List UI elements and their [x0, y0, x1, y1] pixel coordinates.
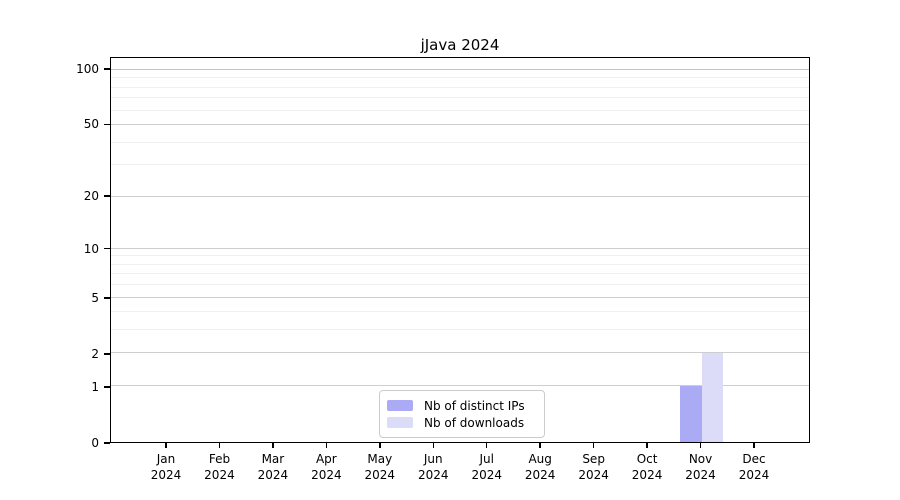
minor-gridline-4	[111, 311, 809, 313]
x-tick-feb	[218, 443, 221, 448]
legend: Nb of distinct IPs Nb of downloads	[379, 390, 545, 438]
x-tick-label-mar: Mar 2024	[241, 451, 305, 483]
x-tick-nov	[699, 443, 702, 448]
major-gridline-20	[111, 195, 809, 197]
x-tick-aug	[539, 443, 541, 448]
minor-gridline-3	[111, 329, 809, 331]
y-tick-1	[104, 386, 110, 388]
x-label-month: Aug	[528, 452, 552, 466]
x-label-month: Dec	[742, 452, 766, 466]
gridlines-layer	[111, 58, 809, 442]
x-label-month: Sep	[582, 452, 605, 466]
x-tick-label-jan: Jan 2024	[134, 451, 198, 483]
y-tick-20	[104, 195, 110, 197]
plot-area: Nb of distinct IPs Nb of downloads	[110, 57, 810, 443]
x-tick-label-sep: Sep 2024	[562, 451, 626, 483]
major-gridline-10	[111, 247, 809, 249]
minor-gridline-8	[111, 263, 809, 265]
bar-nb-of-distinct-ips-nov	[680, 386, 702, 442]
minor-gridline-70	[111, 97, 809, 99]
x-tick-jan	[165, 443, 167, 448]
legend-swatch	[387, 400, 413, 411]
x-label-month: Apr	[315, 452, 337, 466]
x-label-year: 2024	[471, 468, 502, 482]
y-tick-label-0: 0	[91, 436, 99, 450]
major-gridline-50	[111, 123, 809, 125]
x-label-month: Feb	[208, 452, 231, 466]
x-tick-dec	[753, 443, 755, 448]
y-tick-2	[104, 353, 110, 355]
chart-title: jJava 2024	[420, 36, 500, 54]
minor-gridline-30	[111, 164, 809, 166]
minor-gridline-60	[111, 109, 809, 111]
x-label-year: 2024	[204, 468, 235, 482]
minor-gridline-90	[111, 77, 809, 79]
legend-label: Nb of distinct IPs	[424, 398, 525, 413]
y-tick-label-20: 20	[83, 189, 99, 204]
y-tick-label-1: 1	[91, 379, 99, 394]
x-tick-apr	[325, 443, 328, 448]
legend-label: Nb of downloads	[424, 415, 525, 430]
x-axis: Jan 2024 Feb 2024 Mar 2024 Apr 2024 May 2024 Jun 20…	[110, 443, 810, 495]
bar-nb-of-downloads-nov	[701, 353, 723, 442]
x-tick-may	[379, 443, 381, 448]
x-label-year: 2024	[685, 468, 716, 482]
x-tick-label-may: May 2024	[348, 451, 412, 483]
y-tick-label-50: 50	[83, 117, 99, 132]
x-tick-jun	[432, 443, 435, 448]
x-tick-label-jul: Jul 2024	[455, 451, 519, 483]
x-tick-label-oct: Oct 2024	[615, 451, 679, 483]
y-tick-10	[104, 247, 110, 250]
y-tick-label-100: 100	[76, 61, 99, 76]
y-tick-0	[104, 442, 110, 444]
minor-gridline-80	[111, 86, 809, 88]
x-tick-label-dec: Dec 2024	[722, 451, 786, 483]
x-label-year: 2024	[311, 468, 342, 482]
y-axis: 0 1 2 5 10 20 50 100	[0, 57, 110, 450]
x-tick-label-jun: Jun 2024	[401, 451, 465, 483]
x-tick-jul	[485, 443, 488, 448]
legend-item: Nb of distinct IPs	[387, 397, 536, 414]
x-label-year: 2024	[150, 468, 182, 482]
x-tick-sep	[592, 443, 595, 448]
bars-layer	[111, 58, 809, 442]
legend-swatch	[387, 417, 413, 428]
x-tick-oct	[646, 443, 648, 448]
minor-gridline-9	[111, 255, 809, 257]
x-tick-mar	[272, 443, 274, 448]
major-gridline-2	[111, 352, 809, 354]
x-label-month: Jul	[479, 452, 494, 466]
x-label-month: Mar	[261, 452, 285, 466]
y-tick-50	[104, 123, 110, 126]
x-label-year: 2024	[257, 468, 289, 482]
x-tick-label-nov: Nov 2024	[669, 451, 733, 483]
major-gridline-5	[111, 296, 809, 298]
x-label-month: Oct	[636, 452, 658, 466]
minor-gridline-7	[111, 273, 809, 275]
y-tick-100	[104, 68, 110, 70]
x-label-month: May	[367, 452, 393, 466]
x-label-year: 2024	[578, 468, 609, 482]
x-label-month: Nov	[688, 452, 713, 466]
major-gridline-1	[111, 385, 809, 387]
x-label-year: 2024	[631, 468, 663, 482]
x-label-year: 2024	[738, 468, 770, 482]
y-tick-label-10: 10	[83, 241, 99, 256]
legend-item: Nb of downloads	[387, 414, 536, 431]
x-label-year: 2024	[524, 468, 556, 482]
minor-gridline-40	[111, 141, 809, 143]
y-tick-label-2: 2	[91, 346, 99, 361]
x-label-year: 2024	[417, 468, 449, 482]
major-gridline-100	[111, 68, 809, 70]
y-tick-label-5: 5	[91, 290, 99, 305]
x-label-year: 2024	[364, 468, 396, 482]
y-tick-5	[104, 297, 110, 299]
x-tick-label-aug: Aug 2024	[508, 451, 572, 483]
x-tick-label-apr: Apr 2024	[294, 451, 358, 483]
x-tick-label-feb: Feb 2024	[187, 451, 251, 483]
minor-gridline-6	[111, 284, 809, 286]
x-label-month: Jan	[156, 452, 176, 466]
x-label-month: Jun	[423, 452, 443, 466]
